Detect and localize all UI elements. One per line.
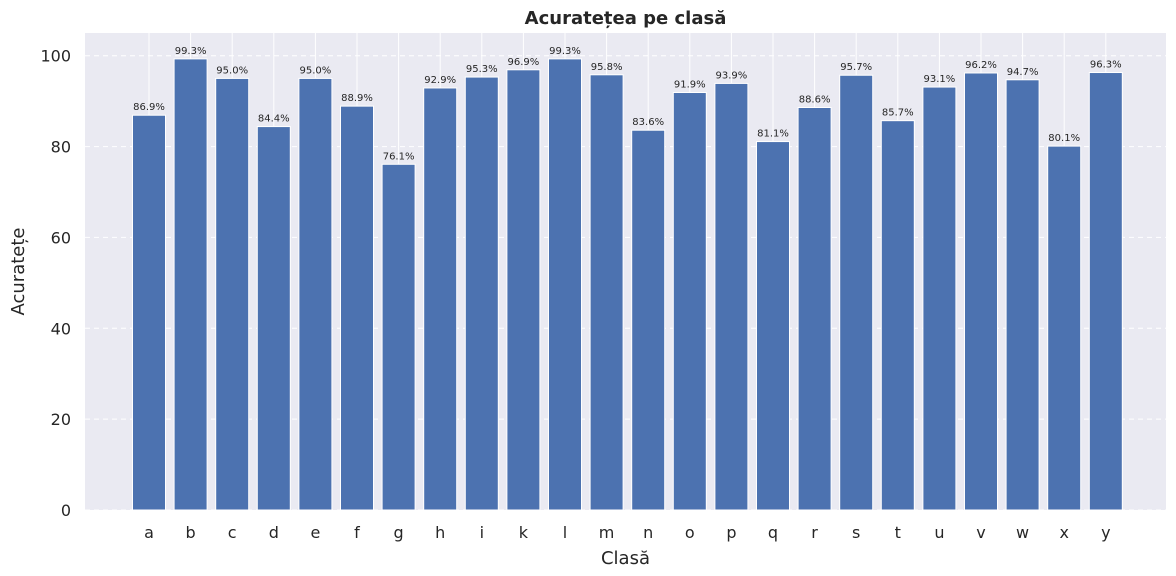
y-tick-label: 100	[40, 47, 71, 66]
data-label-g: 76.1%	[383, 151, 415, 162]
x-tick-label: m	[599, 523, 615, 542]
bar-g	[381, 163, 416, 511]
data-label-a: 86.9%	[133, 102, 165, 113]
bar-h	[423, 87, 458, 511]
data-label-q: 81.1%	[757, 129, 789, 140]
data-label-l: 99.3%	[549, 46, 581, 57]
y-tick-label: 0	[61, 501, 71, 520]
bar-p	[714, 82, 749, 511]
data-label-e: 95.0%	[300, 65, 332, 76]
bar-q	[756, 141, 790, 511]
y-tick-label: 80	[51, 138, 71, 157]
bar-c	[215, 77, 250, 511]
x-tick-label: o	[685, 523, 695, 542]
bar-a	[132, 114, 166, 511]
x-tick-label: v	[976, 523, 985, 542]
bar-m	[589, 74, 624, 511]
bar-u	[922, 86, 957, 511]
data-label-v: 96.2%	[965, 60, 997, 71]
bar-n	[631, 129, 666, 511]
x-tick-label: x	[1059, 523, 1068, 542]
data-label-s: 95.7%	[840, 62, 872, 73]
bar-s	[839, 74, 874, 511]
bar-d	[256, 126, 291, 511]
data-label-n: 83.6%	[632, 117, 664, 128]
data-label-r: 88.6%	[799, 95, 831, 106]
data-label-f: 88.9%	[341, 93, 373, 104]
bar-e	[298, 77, 333, 511]
bar-t	[880, 120, 915, 511]
bars	[132, 58, 1123, 511]
x-tick-label: l	[563, 523, 567, 542]
bar-y	[1088, 72, 1123, 511]
bar-l	[548, 58, 582, 511]
data-label-i: 95.3%	[466, 64, 498, 75]
data-label-k: 96.9%	[508, 57, 540, 68]
x-tick-label: e	[310, 523, 320, 542]
x-tick-label: k	[519, 523, 529, 542]
bar-r	[797, 107, 832, 511]
chart-title: Acuratețea pe clasă	[525, 8, 727, 29]
data-label-p: 93.9%	[716, 70, 748, 81]
bar-v	[964, 72, 998, 511]
x-tick-label: a	[144, 523, 154, 542]
data-label-h: 92.9%	[424, 75, 456, 86]
data-label-x: 80.1%	[1048, 133, 1080, 144]
y-tick-label: 60	[51, 228, 71, 247]
x-tick-label: q	[768, 523, 778, 542]
bar-x	[1047, 145, 1082, 511]
data-label-y: 96.3%	[1090, 60, 1122, 71]
x-tick-label: h	[435, 523, 445, 542]
data-label-w: 94.7%	[1007, 67, 1039, 78]
x-tick-label: d	[269, 523, 279, 542]
x-tick-label: y	[1101, 523, 1110, 542]
y-axis-ticks: 0 20 40 60 80 100	[40, 47, 71, 520]
bar-o	[672, 92, 707, 511]
x-tick-label: p	[726, 523, 736, 542]
x-tick-label: t	[895, 523, 901, 542]
x-tick-label: c	[228, 523, 237, 542]
x-tick-label: r	[811, 523, 818, 542]
x-tick-label: u	[934, 523, 944, 542]
data-labels: 86.9% 99.3% 95.0% 84.4% 95.0% 88.9% 76.1% 92.9%…	[133, 46, 1122, 162]
data-label-o: 91.9%	[674, 80, 706, 91]
data-label-c: 95.0%	[216, 65, 248, 76]
x-tick-label: b	[186, 523, 196, 542]
x-tick-label: s	[852, 523, 860, 542]
bar-w	[1005, 79, 1040, 511]
data-label-d: 84.4%	[258, 114, 290, 125]
x-tick-label: n	[643, 523, 653, 542]
x-tick-label: w	[1016, 523, 1029, 542]
bar-b	[173, 58, 208, 511]
data-label-t: 85.7%	[882, 108, 914, 119]
x-tick-label: i	[480, 523, 484, 542]
data-label-m: 95.8%	[591, 62, 623, 73]
x-tick-label: g	[394, 523, 404, 542]
y-tick-label: 40	[51, 319, 71, 338]
bar-k	[506, 69, 541, 511]
y-axis-label: Acuratețe	[8, 228, 29, 316]
bar-f	[340, 105, 374, 511]
bar-i	[464, 76, 499, 511]
y-tick-label: 20	[51, 410, 71, 429]
data-label-b: 99.3%	[175, 46, 207, 57]
x-tick-label: f	[354, 523, 360, 542]
data-label-u: 93.1%	[924, 74, 956, 85]
x-axis-label: Clasă	[601, 548, 650, 569]
